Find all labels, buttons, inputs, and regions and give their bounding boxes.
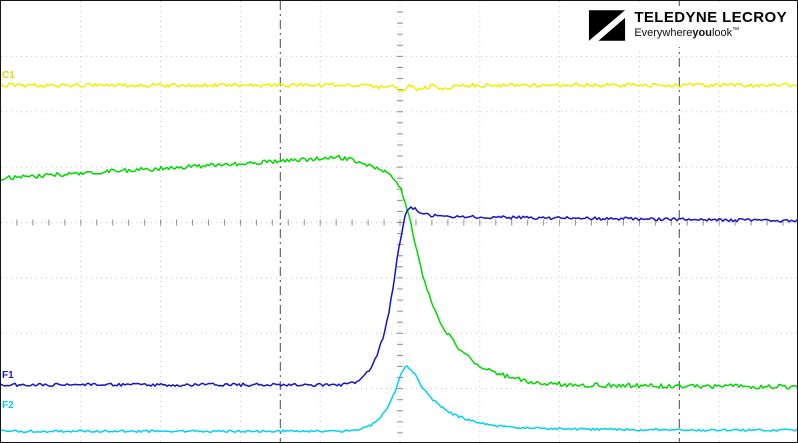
trace-F1 <box>1 206 797 388</box>
channel-label-F1: F1 <box>2 370 14 381</box>
tagline-bold: you <box>692 27 712 39</box>
brand-tagline: Everywhereyoulook™ <box>634 27 787 39</box>
trace-F2 <box>1 365 797 434</box>
channel-label-C1: C1 <box>2 70 15 81</box>
brand-name: TELEDYNE LECROY <box>634 9 787 26</box>
tagline-pre: Everywhere <box>634 27 693 39</box>
tagline-post: look <box>711 27 733 39</box>
logo-text: TELEDYNE LECROY Everywhereyoulook™ <box>634 9 787 39</box>
teledyne-logo-icon <box>589 10 626 41</box>
trademark-symbol: ™ <box>732 27 740 34</box>
teledyne-lecroy-logo: TELEDYNE LECROY Everywhereyoulook™ <box>580 6 791 47</box>
trace-green <box>1 154 797 390</box>
trace-C1 <box>1 82 797 93</box>
channel-label-F2: F2 <box>2 400 14 411</box>
